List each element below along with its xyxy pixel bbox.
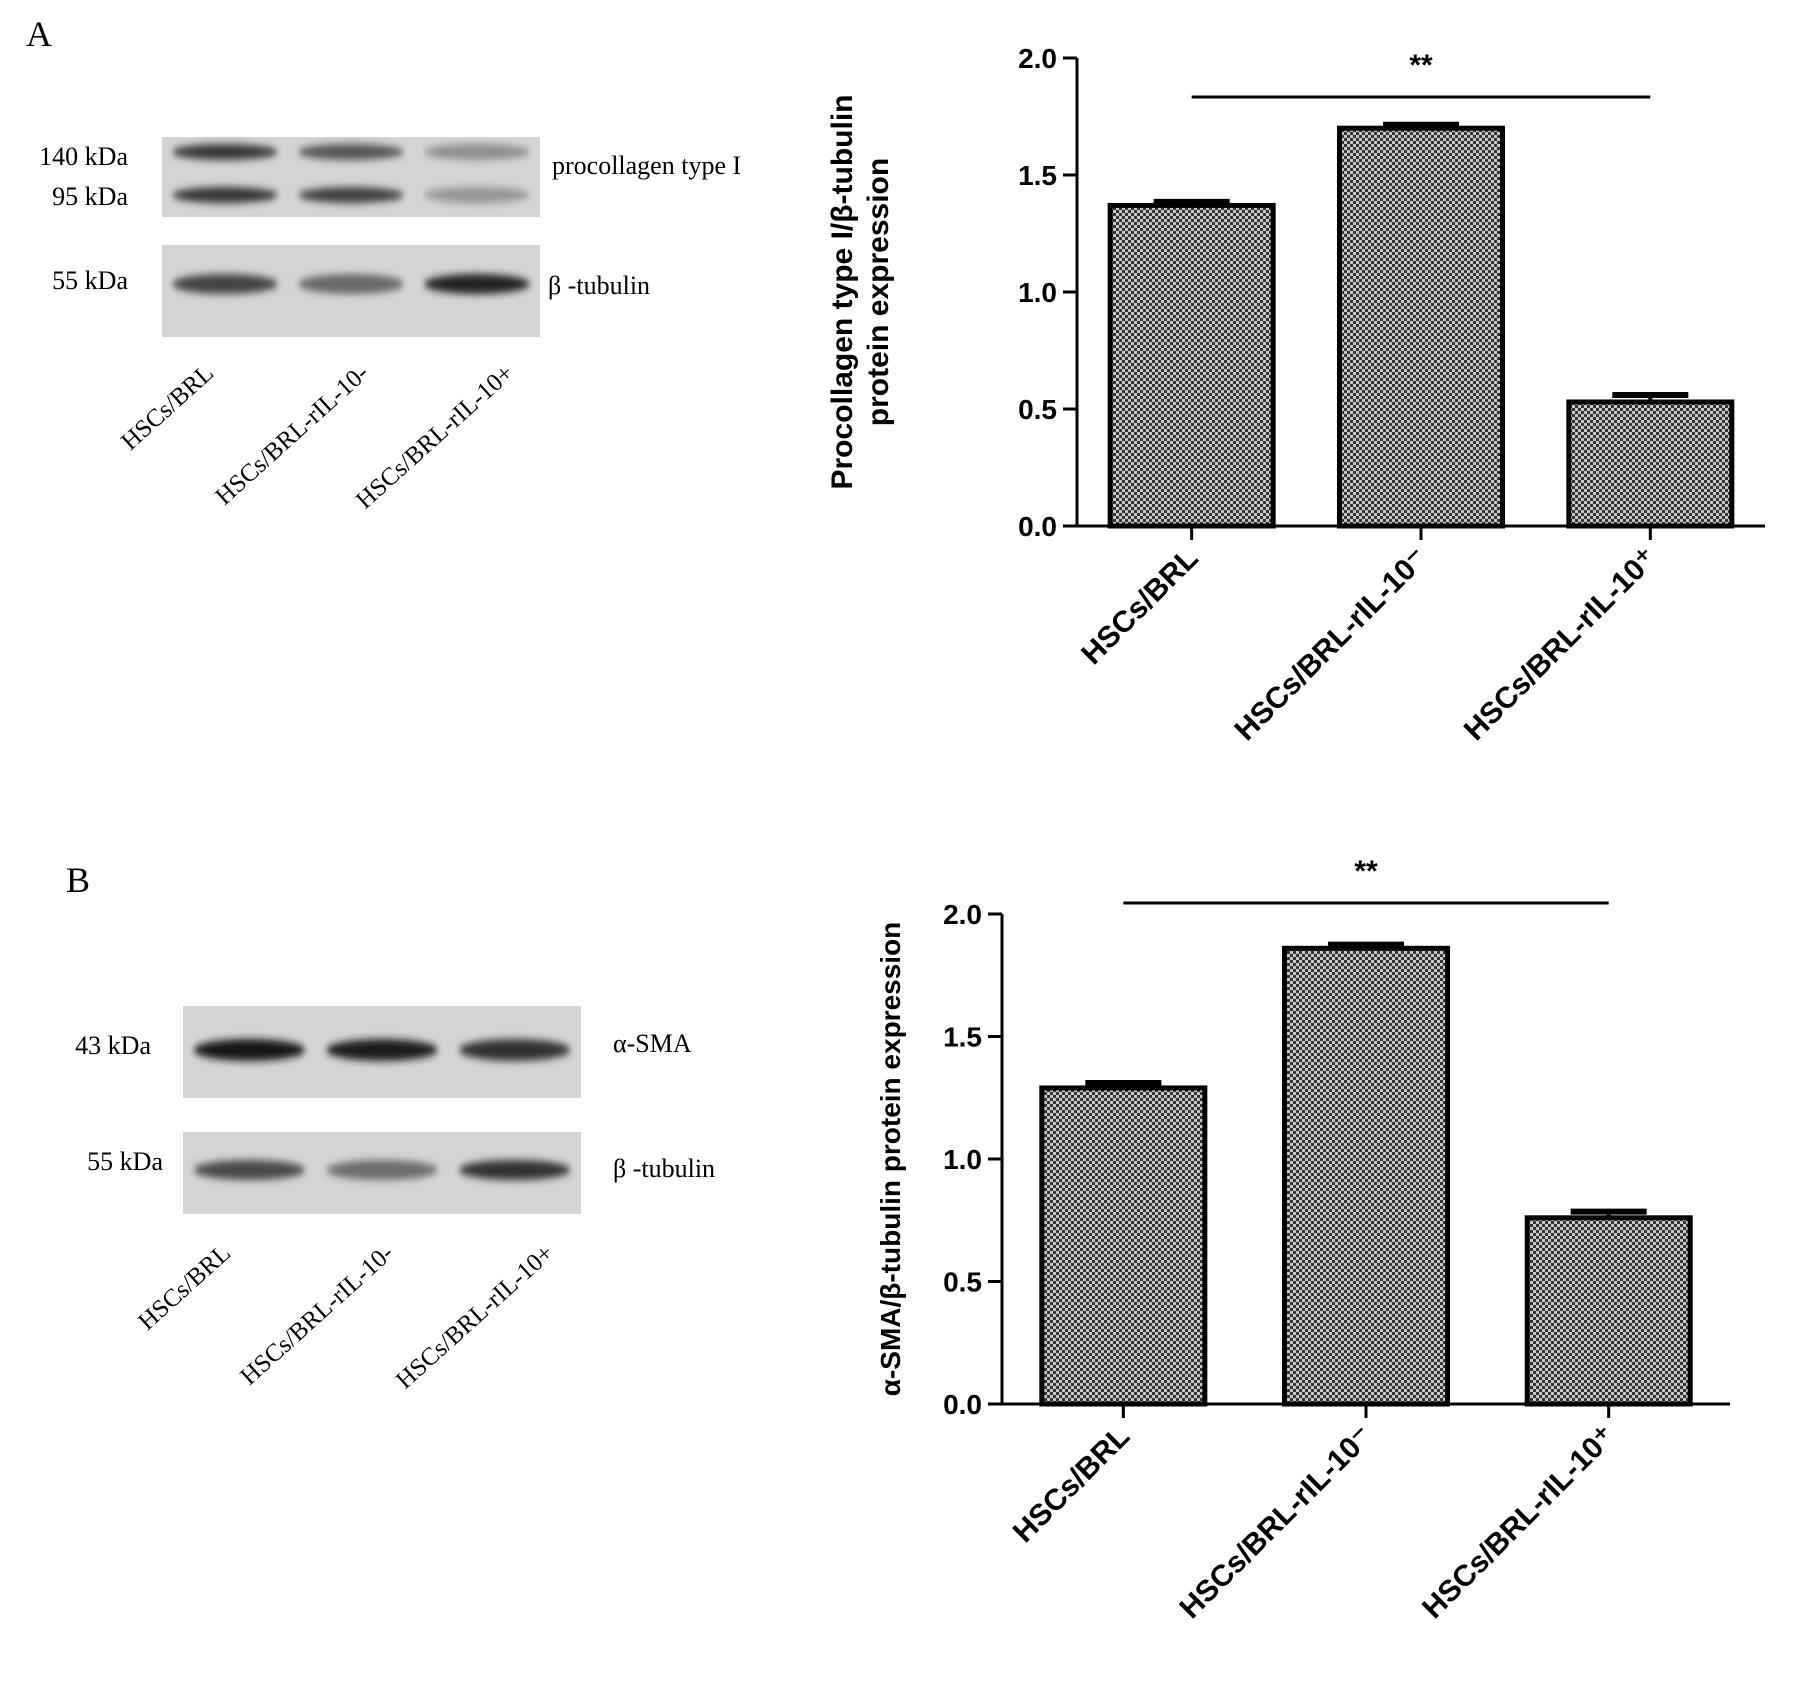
- kda-label-43: 43 kDa: [75, 1031, 151, 1060]
- blot-procollagen: 140 kDa 95 kDa procollagen type I: [39, 137, 741, 217]
- lane-label-b-3: HSCs/BRL-rIL-10+: [391, 1239, 559, 1394]
- lane-label-b-1: HSCs/BRL: [133, 1239, 236, 1335]
- blot-band: [326, 1160, 438, 1180]
- band-row-43kda: [193, 1039, 571, 1061]
- x-tick-label: HSCs/BRL-rIL-10⁺: [1458, 542, 1663, 747]
- blot-band: [424, 274, 530, 294]
- y-tick-label: 0.5: [943, 1267, 982, 1298]
- blot-band: [458, 1039, 571, 1061]
- band-row-95kda: [172, 187, 530, 203]
- bar: [1566, 399, 1735, 529]
- y-axis-title: α-SMA/β-tubulin protein expression: [875, 922, 906, 1397]
- y-tick-label: 2.0: [1018, 43, 1057, 74]
- x-tick-label: HSCs/BRL-rIL-10⁻: [1229, 542, 1434, 747]
- blot-band: [424, 144, 530, 160]
- x-tick-label: HSCs/BRL: [1007, 1420, 1136, 1549]
- band-row-140kda: [172, 144, 530, 160]
- x-tick-label: HSCs/BRL: [1075, 542, 1204, 671]
- blot-target-procollagen: procollagen type I: [552, 151, 741, 180]
- bar: [1107, 202, 1276, 529]
- lane-label-b-2: HSCs/BRL-rIL-10-: [235, 1239, 399, 1390]
- band-row-55kda-b: [193, 1160, 571, 1180]
- bar: [1282, 945, 1450, 1407]
- band-row-55kda-a: [172, 274, 530, 294]
- bar: [1039, 1085, 1208, 1407]
- blot-target-tubulin-b: β -tubulin: [613, 1154, 715, 1183]
- panel-letter-a: A: [26, 14, 52, 54]
- bar-chart-alpha-sma: 0.0 0.5 1.0 1.5 2.0 HSCs/BRL HSCs/BRL-rIL-10⁻ H…: [875, 855, 1730, 1625]
- blot-target-alpha-sma: α-SMA: [613, 1029, 692, 1058]
- bar: [1524, 1215, 1693, 1407]
- blot-band: [172, 144, 278, 160]
- blot-band: [193, 1039, 306, 1061]
- kda-label-140: 140 kDa: [39, 142, 128, 171]
- lane-label-a-2: HSCs/BRL-rIL-10-: [210, 359, 374, 510]
- y-tick-label: 1.5: [943, 1022, 982, 1053]
- y-tick-label: 2.0: [943, 899, 982, 930]
- blot-band: [193, 1160, 306, 1180]
- blot-band: [298, 187, 404, 203]
- x-tick-label: HSCs/BRL-rIL-10⁻: [1174, 1420, 1379, 1625]
- blot-band: [172, 274, 278, 294]
- blot-band: [298, 274, 404, 294]
- significance-label: **: [1354, 855, 1378, 888]
- lane-label-a-1: HSCs/BRL: [116, 359, 219, 455]
- bar-chart-procollagen: 0.0 0.5 1.0 1.5 2.0 HSCs/BRL HSCs/BRL-rIL-10⁻ H…: [826, 43, 1765, 747]
- y-tick-label: 1.0: [943, 1144, 982, 1175]
- blot-tubulin-b: 55 kDa β -tubulin: [87, 1132, 715, 1214]
- blot-band: [172, 187, 278, 203]
- y-tick-label: 1.5: [1018, 160, 1057, 191]
- panel-letter-b: B: [66, 860, 90, 900]
- y-tick-label: 0.0: [943, 1389, 982, 1420]
- blot-band: [298, 144, 404, 160]
- blot-band: [458, 1160, 571, 1180]
- kda-label-95: 95 kDa: [52, 182, 128, 211]
- y-tick-label: 0.0: [1018, 511, 1057, 542]
- y-tick-label: 1.0: [1018, 277, 1057, 308]
- bar: [1337, 125, 1505, 529]
- kda-label-55-b: 55 kDa: [87, 1147, 163, 1176]
- y-tick-label: 0.5: [1018, 394, 1057, 425]
- blot-band: [326, 1039, 438, 1061]
- blot-alpha-sma: 43 kDa α-SMA: [75, 1006, 692, 1098]
- y-axis-title: Procollagen type I/β-tubulin: [826, 95, 859, 490]
- blot-target-tubulin-a: β -tubulin: [548, 271, 650, 300]
- significance-label: **: [1409, 49, 1433, 82]
- y-axis-title: protein expression: [862, 158, 895, 426]
- blot-band: [424, 187, 530, 203]
- kda-label-55-a: 55 kDa: [52, 266, 128, 295]
- lane-label-a-3: HSCs/BRL-rIL-10+: [351, 359, 519, 514]
- x-tick-label: HSCs/BRL-rIL-10⁺: [1416, 1420, 1621, 1625]
- blot-tubulin-a: 55 kDa β -tubulin: [52, 245, 650, 337]
